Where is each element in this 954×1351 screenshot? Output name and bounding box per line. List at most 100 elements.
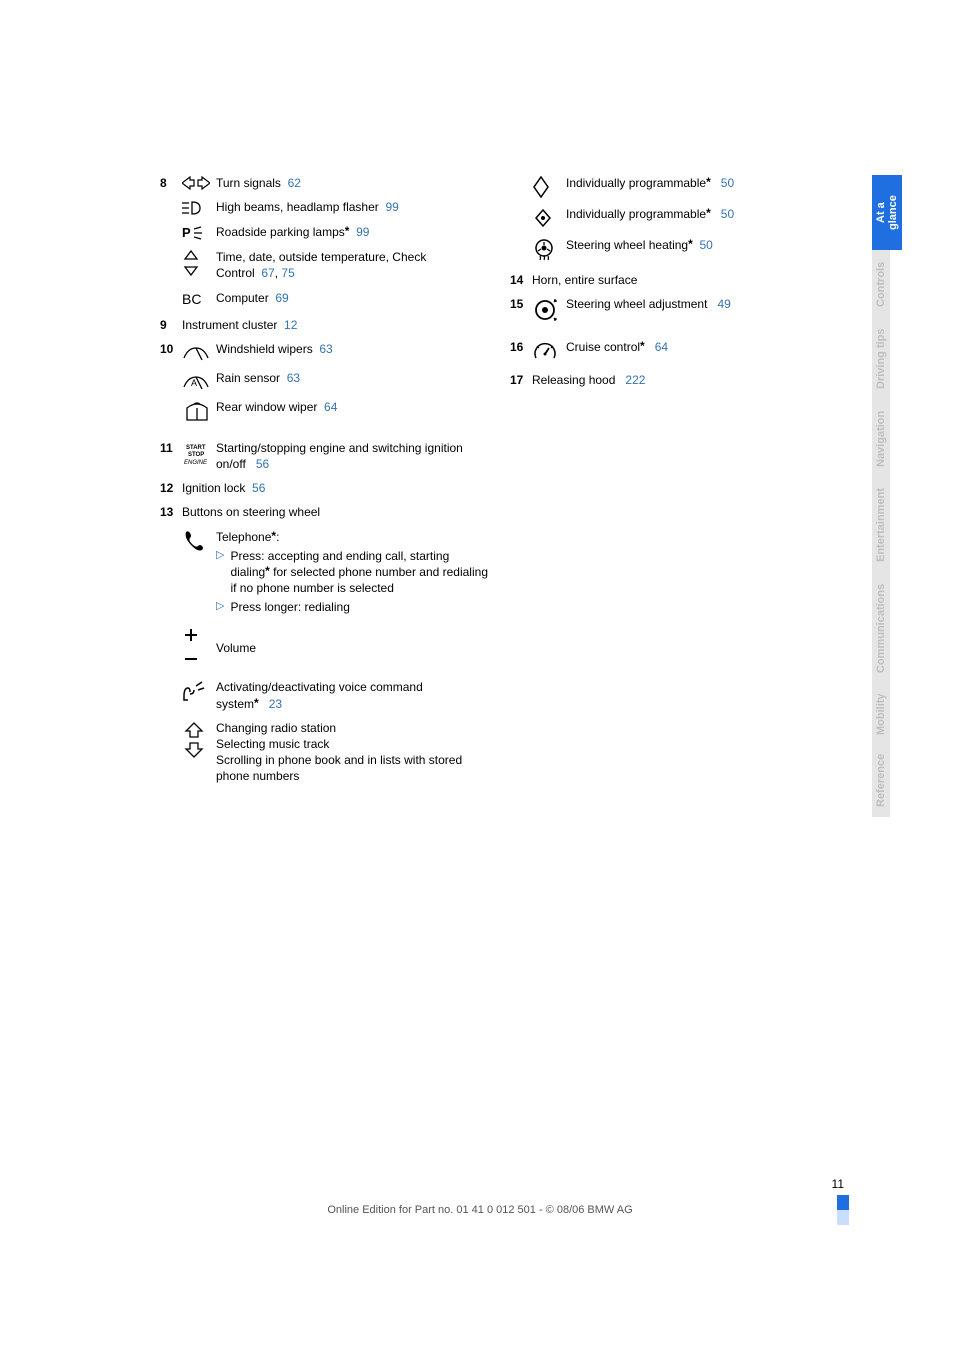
nav-mobility[interactable]: Mobility	[872, 683, 890, 745]
voice-star: *	[254, 696, 259, 710]
steering-adjust-page[interactable]: 49	[717, 297, 730, 311]
time-date-label: Time, date, outside temperature, Check C…	[216, 250, 426, 280]
num-15: 15	[510, 296, 532, 312]
nav-reference[interactable]: Reference	[872, 745, 890, 817]
telephone-bullet-2: Press longer: redialing	[230, 599, 349, 615]
num-11: 11	[160, 440, 182, 456]
nav-navigation[interactable]: Navigation	[872, 400, 890, 478]
nav-entertainment[interactable]: Entertainment	[872, 478, 890, 573]
rear-wiper-icon	[182, 399, 216, 424]
roadside-star: *	[345, 224, 350, 238]
prog1-page[interactable]: 50	[721, 176, 734, 190]
rain-sensor-icon: A	[182, 370, 216, 391]
rear-wiper-page[interactable]: 64	[324, 400, 337, 414]
steering-buttons-label: Buttons on steering wheel	[182, 505, 320, 519]
volume-label: Volume	[216, 641, 256, 655]
num-9: 9	[160, 317, 182, 333]
num-10: 10	[160, 341, 182, 357]
scroll-line-3: Scrolling in phone book and in lists wit…	[216, 752, 490, 784]
voice-command-icon	[182, 679, 216, 704]
prog2-star: *	[706, 206, 711, 220]
num-17: 17	[510, 372, 532, 388]
num-16: 16	[510, 339, 532, 355]
svg-text:START: START	[186, 445, 206, 451]
scroll-arrows-icon	[182, 720, 216, 759]
high-beam-icon	[182, 199, 216, 216]
wheel-heat-label: Steering wheel heating	[566, 238, 688, 252]
svg-text:A: A	[191, 378, 197, 388]
svg-text:P: P	[182, 225, 191, 240]
steering-adjust-icon	[532, 296, 566, 323]
cruise-label: Cruise control	[566, 340, 640, 354]
wheel-heat-star: *	[688, 237, 693, 251]
windshield-page[interactable]: 63	[319, 342, 332, 356]
cruise-control-icon	[532, 339, 566, 362]
scroll-triangles-icon	[182, 249, 216, 276]
nav-communications[interactable]: Communications	[872, 573, 890, 683]
time-page-67[interactable]: 67	[261, 266, 274, 280]
bc-icon: BC	[182, 290, 216, 307]
roadside-page[interactable]: 99	[356, 225, 369, 239]
page-number: 11	[832, 1177, 844, 1191]
windshield-label: Windshield wipers	[216, 342, 313, 356]
instrument-cluster-label: Instrument cluster	[182, 318, 277, 332]
prog1-label: Individually programmable	[566, 176, 706, 190]
footer-text: Online Edition for Part no. 01 41 0 012 …	[160, 1204, 800, 1216]
hood-label: Releasing hood	[532, 373, 615, 387]
page-bar-light	[837, 1210, 849, 1225]
prog2-label: Individually programmable	[566, 207, 706, 221]
steering-adjust-label: Steering wheel adjustment	[566, 297, 707, 311]
start-stop-label: Starting/stopping engine and switching i…	[216, 441, 463, 471]
wiper-icon	[182, 341, 216, 362]
telephone-bullet-1: Press: accepting and ending call, starti…	[230, 548, 490, 597]
computer-label: Computer	[216, 291, 269, 305]
scroll-line-1: Changing radio station	[216, 720, 490, 736]
turn-signals-page[interactable]: 62	[288, 176, 301, 190]
cruise-star: *	[640, 339, 645, 353]
voice-label: Activating/deactivating voice command sy…	[216, 680, 423, 710]
rain-page[interactable]: 63	[287, 371, 300, 385]
bullet-icon: ▷	[216, 599, 224, 614]
num-13: 13	[160, 504, 182, 520]
high-beams-label: High beams, headlamp flasher	[216, 200, 379, 214]
cruise-page[interactable]: 64	[655, 340, 668, 354]
diamond-icon	[532, 175, 566, 198]
page-bar	[837, 1195, 849, 1210]
svg-text:STOP: STOP	[188, 452, 204, 458]
telephone-icon	[182, 529, 216, 552]
nav-driving-tips[interactable]: Driving tips	[872, 318, 890, 400]
ignition-lock-page[interactable]: 56	[252, 481, 265, 495]
ignition-lock-label: Ignition lock	[182, 481, 245, 495]
svg-text:BC: BC	[182, 291, 201, 307]
horn-label: Horn, entire surface	[532, 273, 637, 287]
scroll-line-2: Selecting music track	[216, 736, 490, 752]
num-12: 12	[160, 480, 182, 496]
voice-page[interactable]: 23	[269, 697, 282, 711]
high-beams-page[interactable]: 99	[385, 200, 398, 214]
hood-page[interactable]: 222	[625, 373, 645, 387]
instrument-cluster-page[interactable]: 12	[284, 318, 297, 332]
start-stop-page[interactable]: 56	[256, 457, 269, 471]
prog2-page[interactable]: 50	[721, 207, 734, 221]
nav-at-a-glance[interactable]: At a glance	[872, 175, 902, 250]
nav-controls[interactable]: Controls	[872, 250, 890, 318]
turn-signals-label: Turn signals	[216, 176, 281, 190]
bullet-icon: ▷	[216, 548, 224, 563]
roadside-parking-icon: P	[182, 224, 216, 241]
computer-page[interactable]: 69	[275, 291, 288, 305]
volume-icon	[182, 626, 216, 665]
telephone-star: *	[271, 529, 276, 543]
rear-wiper-label: Rear window wiper	[216, 400, 317, 414]
time-page-75[interactable]: 75	[281, 266, 294, 280]
turn-signal-icon	[182, 175, 216, 190]
roadside-label: Roadside parking lamps	[216, 225, 345, 239]
wheel-heat-page[interactable]: 50	[699, 238, 712, 252]
num-14: 14	[510, 272, 532, 288]
start-stop-icon: STARTSTOPENGINE	[182, 440, 216, 469]
telephone-title: Telephone	[216, 530, 271, 544]
steering-heat-icon	[532, 237, 566, 262]
rain-label: Rain sensor	[216, 371, 280, 385]
diamond-dot-icon	[532, 206, 566, 229]
prog1-star: *	[706, 175, 711, 189]
num-8: 8	[160, 175, 182, 191]
